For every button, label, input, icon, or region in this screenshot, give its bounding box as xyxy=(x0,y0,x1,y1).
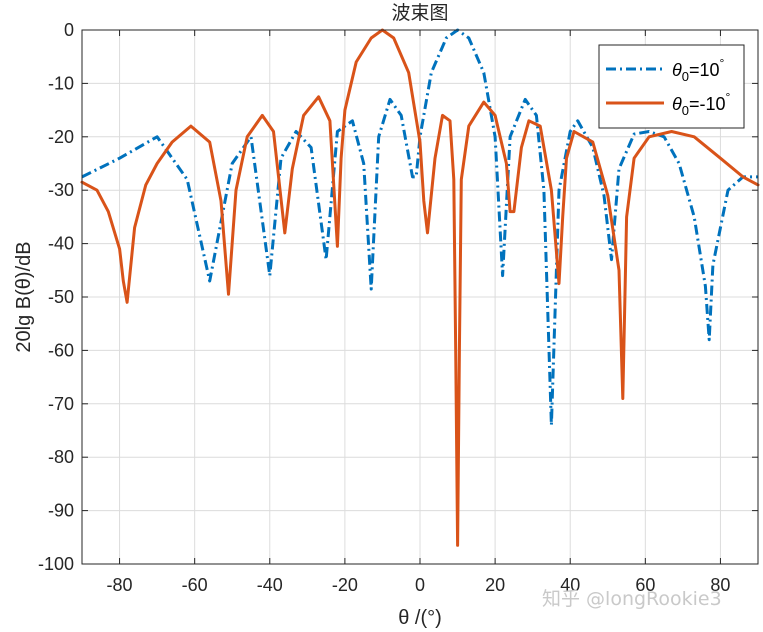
watermark: 知乎 @longRookie3 xyxy=(542,588,722,610)
legend-subscript: 0 xyxy=(682,103,689,118)
y-tick-labels: 0 -10 -20 -30 -40 -50 -60 -70 -80 -90 -100 xyxy=(38,20,74,574)
legend-label-theta0-minus10: θ0=-10° xyxy=(672,90,731,118)
x-axis-label: θ /(°) xyxy=(398,607,442,629)
x-tick-label: 0 xyxy=(415,575,425,595)
legend-symbol: θ xyxy=(672,60,682,80)
y-tick-label: -60 xyxy=(48,340,74,360)
y-tick-label: -30 xyxy=(48,180,74,200)
series-line-theta0-10 xyxy=(81,28,758,427)
y-tick-label: -40 xyxy=(48,234,74,254)
x-tick-label: -40 xyxy=(257,575,283,595)
y-tick-label: -80 xyxy=(48,447,74,467)
y-tick-label: 0 xyxy=(64,20,74,40)
series-line-theta0-minus10 xyxy=(80,28,760,547)
legend-subscript: 0 xyxy=(682,69,689,84)
chart-title: 波束图 xyxy=(391,2,448,24)
x-tick-label: 60 xyxy=(635,575,655,595)
y-tick-label: -10 xyxy=(48,73,74,93)
legend-degree: ° xyxy=(726,90,731,104)
y-tick-label: -70 xyxy=(48,394,74,414)
legend: θ0=10° θ0=-10° xyxy=(598,44,745,129)
series-layer xyxy=(80,28,760,547)
y-tick-label: -100 xyxy=(38,554,74,574)
legend-box xyxy=(598,44,745,129)
x-tick-labels: -80 -60 -40 -20 0 20 40 60 80 xyxy=(107,575,731,595)
y-tick-label: -20 xyxy=(48,127,74,147)
y-axis-label: 20lg B(θ)/dB xyxy=(13,241,35,352)
x-tick-label: 40 xyxy=(560,575,580,595)
legend-degree: ° xyxy=(720,56,725,70)
x-tick-label: -60 xyxy=(182,575,208,595)
legend-value: =-10 xyxy=(689,94,726,114)
legend-symbol: θ xyxy=(672,94,682,114)
axis-ticks xyxy=(82,29,758,565)
legend-label-theta0-10: θ0=10° xyxy=(672,56,725,84)
x-tick-label: 80 xyxy=(710,575,730,595)
y-tick-label: -50 xyxy=(48,287,74,307)
x-tick-label: 20 xyxy=(485,575,505,595)
y-tick-label: -90 xyxy=(48,501,74,521)
x-tick-label: -80 xyxy=(107,575,133,595)
x-tick-label: -20 xyxy=(332,575,358,595)
legend-value: =10 xyxy=(689,60,720,80)
